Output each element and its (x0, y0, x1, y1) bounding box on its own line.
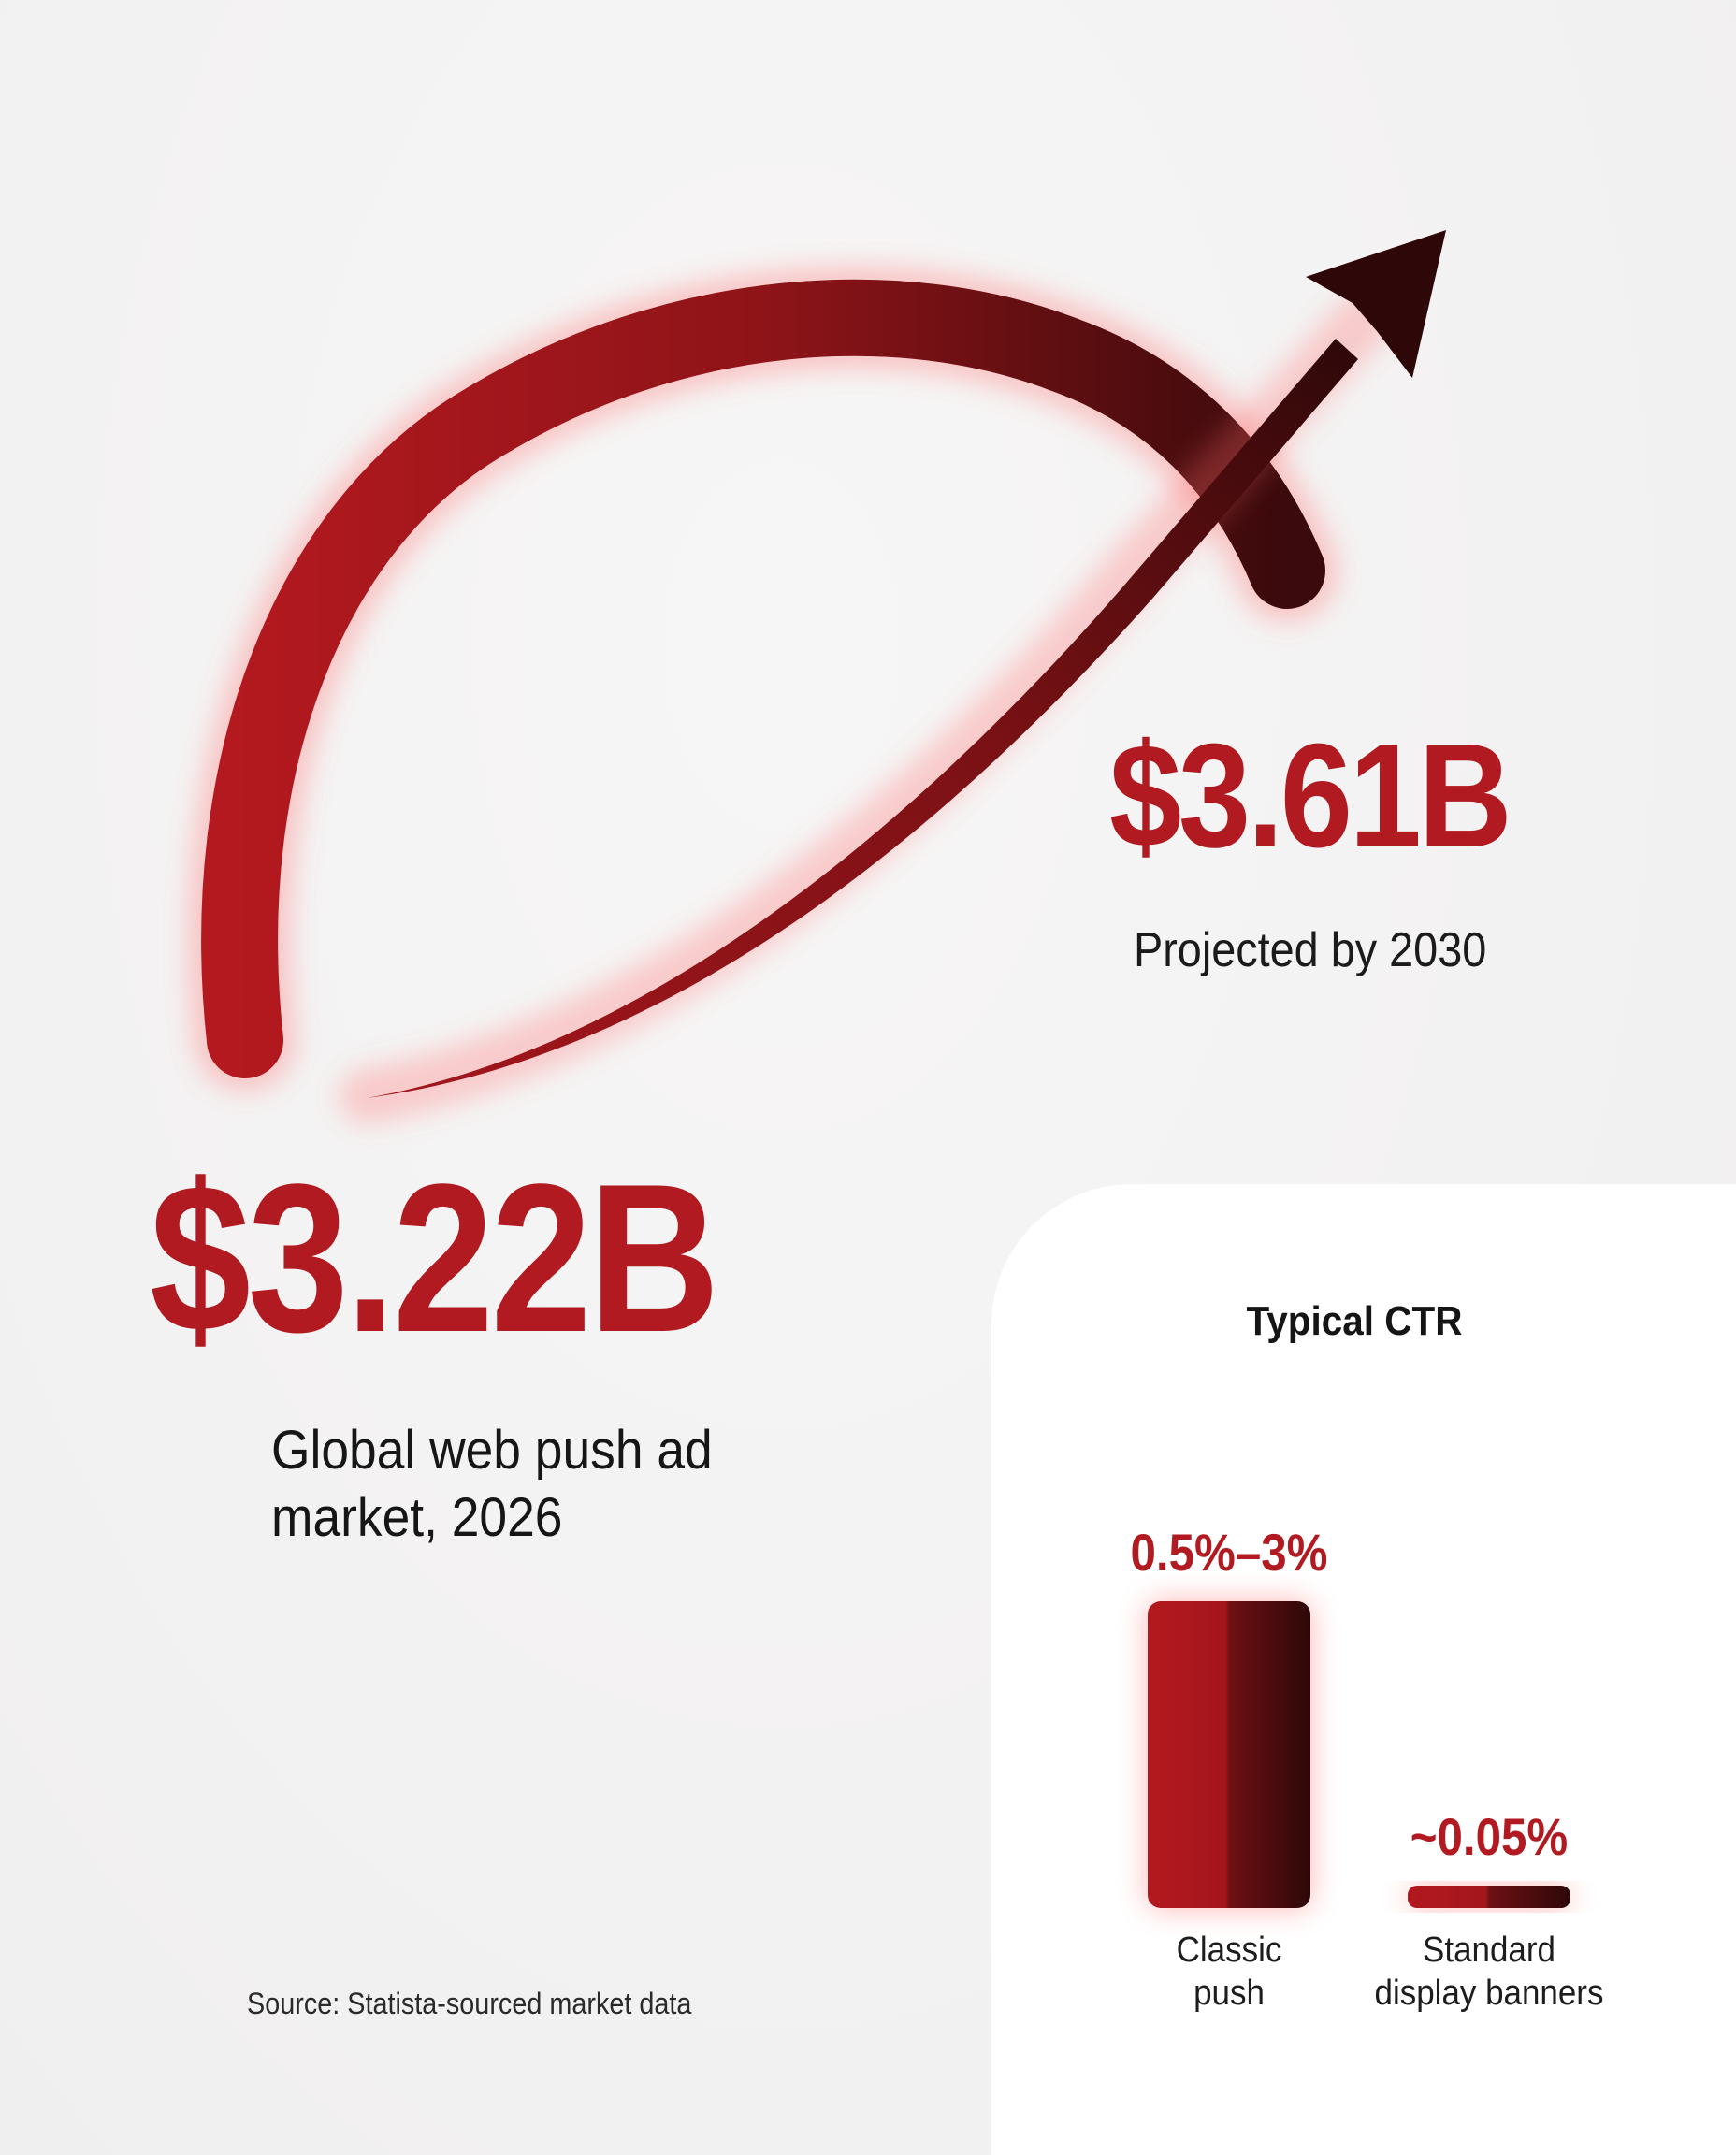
ctr-category-label-display-banners: Standard display banners (1374, 1931, 1604, 2013)
current-market-value: $3.22B (150, 1139, 720, 1376)
ctr-category-label-classic-push: Classic push (1176, 1931, 1282, 2013)
ctr-bars-group (1148, 1601, 1570, 1908)
ctr-bar-classic-push (1148, 1601, 1310, 1908)
arrow-glow (339, 290, 1394, 1124)
growth-arrow-head (1306, 230, 1446, 378)
ctr-bar-display-banners (1408, 1886, 1570, 1908)
current-market-label: Global web push ad market, 2026 (271, 1420, 713, 1548)
projected-market-value: $3.61B (1109, 714, 1512, 878)
ctr-value-label-classic-push: 0.5%–3% (1130, 1523, 1328, 1582)
source-note: Source: Statista-sourced market data (247, 1987, 692, 2020)
ctr-bar-chart (1148, 1601, 1570, 1908)
ctr-value-label-display-banners: ~0.05% (1410, 1807, 1569, 1866)
ctr-chart-panel: Typical CTR 0.5%–3% ~0.05% Classic push S… (991, 1184, 1736, 2155)
growth-arc (201, 279, 1325, 1078)
projected-market-label: Projected by 2030 (1134, 923, 1487, 977)
ctr-chart-title: Typical CTR (1246, 1298, 1463, 1344)
